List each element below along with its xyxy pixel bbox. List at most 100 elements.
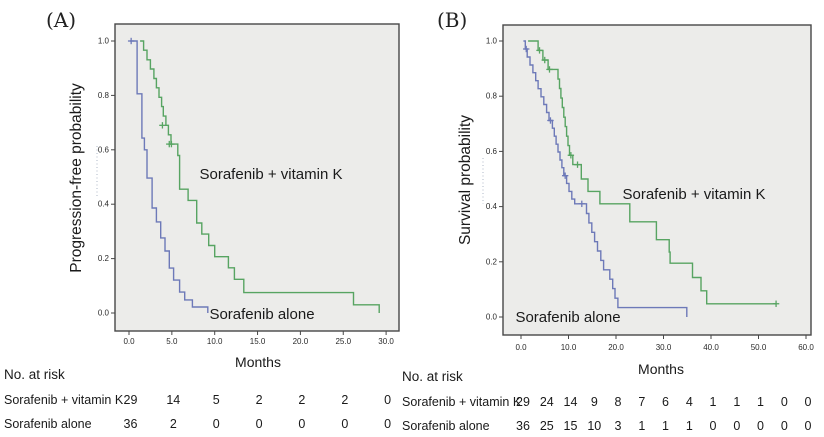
- risk-count: 24: [540, 395, 554, 409]
- x-tick-label: 30.0: [656, 343, 672, 352]
- y-tick-label: 0.0: [98, 309, 110, 318]
- risk-count: 14: [166, 393, 180, 407]
- risk-count: 0: [384, 393, 391, 407]
- censor-marks-sorafenib-alone: [523, 45, 585, 208]
- x-tick-label: 50.0: [751, 343, 767, 352]
- panel-b-plot: 0.0 10.0 20.0 30.0 40.0 50.0 60.00.00.20.40.60…: [486, 24, 814, 352]
- risk-table-b-counts: 29 24 14 9 8 7 6 4 1 1 1 0 036 25 15 10 3 1 1 1 0 0 0 0 0: [516, 395, 811, 433]
- curve-label-b-sorafenib-alone: Sorafenib alone: [515, 309, 620, 326]
- risk-table-a-title: No. at risk: [4, 367, 65, 382]
- risk-table-b-title: No. at risk: [402, 369, 463, 384]
- risk-count: 0: [757, 419, 764, 433]
- risk-count: 0: [384, 417, 391, 431]
- risk-count: 1: [710, 395, 717, 409]
- x-tick-label: 20.0: [293, 337, 309, 346]
- risk-count: 2: [341, 393, 348, 407]
- km-curve-sorafenib-alone: [523, 40, 688, 317]
- km-curve-sorafenib-alone: [129, 40, 209, 313]
- risk-count: 15: [564, 419, 578, 433]
- x-tick-label: 10.0: [561, 343, 577, 352]
- panel-b-y-axis-title: Survival probability: [457, 115, 474, 245]
- risk-count: 29: [516, 395, 530, 409]
- panel-a-label: (A): [46, 8, 76, 32]
- risk-count: 1: [686, 419, 693, 433]
- x-tick-label: 60.0: [798, 343, 814, 352]
- x-axis-ticks: 0.0 5.0 10.0 15.0 20.0 25.0 30.0: [123, 331, 394, 346]
- panel-b-x-axis-title: Months: [638, 361, 684, 377]
- risk-count: 25: [540, 419, 554, 433]
- risk-table-a-row2-label: Sorafenib alone: [4, 417, 92, 431]
- panel-a-x-axis-title: Months: [235, 354, 281, 370]
- risk-count: 10: [587, 419, 601, 433]
- risk-table-a-counts: 29 14 5 2 2 2 0 36 2 0 0 0 0 0: [124, 393, 392, 431]
- risk-count: 2: [256, 393, 263, 407]
- risk-count: 1: [662, 419, 669, 433]
- risk-count: 5: [213, 393, 220, 407]
- risk-count: 8: [615, 395, 622, 409]
- y-tick-label: 0.8: [486, 92, 498, 101]
- y-tick-label: 0.4: [98, 200, 110, 209]
- risk-count: 9: [591, 395, 598, 409]
- km-curve-sorafenib-vitamin-k: [140, 40, 380, 313]
- risk-count: 4: [686, 395, 693, 409]
- risk-count: 0: [781, 419, 788, 433]
- risk-count: 3: [615, 419, 622, 433]
- censor-marks-sorafenib-vitamin-k: [536, 47, 780, 307]
- risk-count: 36: [516, 419, 530, 433]
- risk-count: 0: [781, 395, 788, 409]
- risk-count: 14: [564, 395, 578, 409]
- x-tick-label: 15.0: [250, 337, 266, 346]
- risk-count: 0: [805, 419, 812, 433]
- risk-count: 1: [638, 419, 645, 433]
- risk-table-b-row1-label: Sorafenib + vitamin K: [402, 395, 522, 409]
- risk-count: 29: [124, 393, 138, 407]
- censor-marks-sorafenib-vitamin-k: [159, 122, 175, 148]
- x-tick-label: 5.0: [166, 337, 178, 346]
- y-tick-label: 0.2: [486, 257, 498, 266]
- y-tick-label: 0.8: [98, 91, 110, 100]
- risk-count: 6: [662, 395, 669, 409]
- plot-background: [115, 24, 399, 331]
- curve-label-a-sorafenib-vitamin-k: Sorafenib + vitamin K: [200, 166, 343, 183]
- y-tick-label: 0.2: [98, 254, 110, 263]
- y-tick-label: 0.0: [486, 313, 498, 322]
- y-axis-ticks: 0.0 0.2 0.4 0.6 0.8 1.0: [486, 37, 503, 322]
- x-tick-label: 0.0: [123, 337, 135, 346]
- risk-count: 0: [213, 417, 220, 431]
- x-tick-label: 20.0: [608, 343, 624, 352]
- y-tick-label: 0.4: [486, 202, 498, 211]
- x-tick-label: 25.0: [335, 337, 351, 346]
- risk-count: 1: [757, 395, 764, 409]
- x-tick-label: 10.0: [207, 337, 223, 346]
- y-tick-label: 0.6: [486, 147, 498, 156]
- curve-label-a-sorafenib-alone: Sorafenib alone: [209, 306, 314, 323]
- risk-count: 36: [124, 417, 138, 431]
- y-tick-label: 0.6: [98, 145, 110, 154]
- y-axis-ticks: 0.0 0.2 0.4 0.6 0.8 1.0: [98, 37, 115, 318]
- risk-count: 0: [710, 419, 717, 433]
- risk-count: 0: [733, 419, 740, 433]
- panel-b-label: (B): [437, 8, 467, 32]
- risk-count: 7: [638, 395, 645, 409]
- risk-count: 0: [256, 417, 263, 431]
- risk-count: 0: [298, 417, 305, 431]
- panel-a-y-axis-title: Progression-free probability: [68, 83, 85, 273]
- panel-a-plot: 0.0 5.0 10.0 15.0 20.0 25.0 30.00.00.20.40.60.…: [98, 23, 400, 346]
- y-tick-label: 1.0: [486, 37, 498, 46]
- x-tick-label: 0.0: [515, 343, 527, 352]
- km-curve-sorafenib-vitamin-k: [528, 40, 777, 305]
- risk-count: 0: [805, 395, 812, 409]
- y-tick-label: 1.0: [98, 37, 110, 46]
- plot-frame: [114, 23, 400, 332]
- risk-table-b-row2-label: Sorafenib alone: [402, 419, 490, 433]
- x-axis-ticks: 0.0 10.0 20.0 30.0 40.0 50.0 60.0: [515, 335, 814, 352]
- x-tick-label: 40.0: [703, 343, 719, 352]
- curve-label-b-sorafenib-vitamin-k: Sorafenib + vitamin K: [623, 186, 766, 203]
- risk-table-a-row1-label: Sorafenib + vitamin K: [4, 393, 124, 407]
- plot-background: [503, 25, 811, 335]
- x-tick-label: 30.0: [378, 337, 394, 346]
- risk-count: 2: [298, 393, 305, 407]
- censor-marks-sorafenib-alone: [127, 37, 135, 45]
- plot-frame: [502, 24, 812, 336]
